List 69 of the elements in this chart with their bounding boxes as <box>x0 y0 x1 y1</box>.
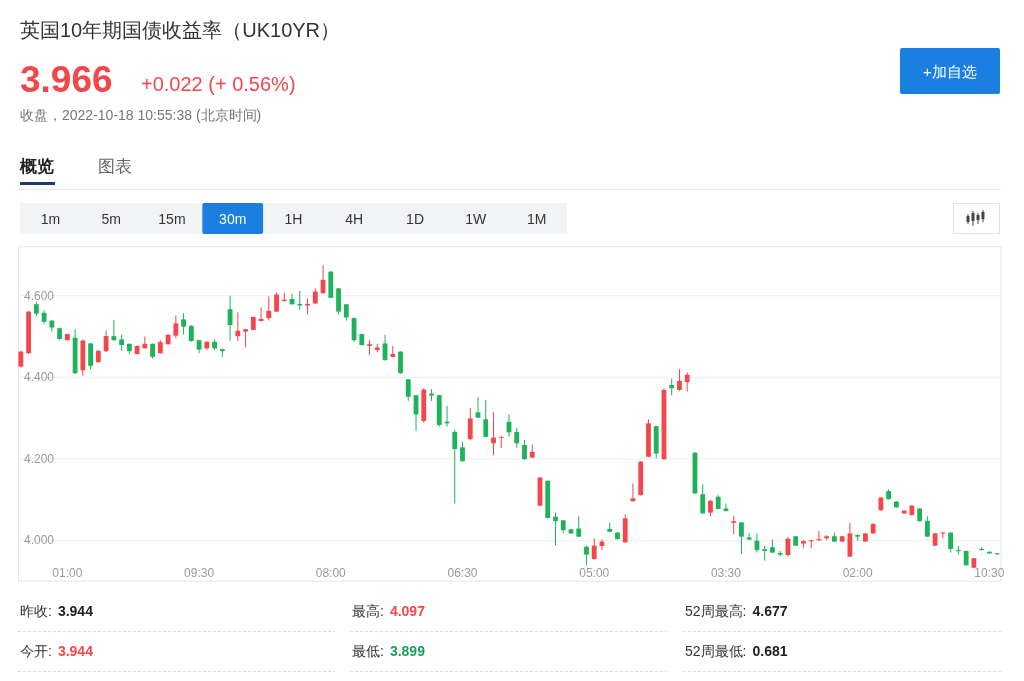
text: 5m <box>101 210 121 227</box>
text: 1m <box>40 210 61 227</box>
candlestick <box>700 483 706 515</box>
text: 今开: <box>20 643 52 659</box>
x-tick-label: 10:30 <box>974 566 1005 580</box>
text: +加自选 <box>923 62 977 80</box>
text: 15m <box>158 210 186 227</box>
candlestick <box>181 312 186 335</box>
text: 30m <box>219 210 247 227</box>
y-tick-label: 4.000 <box>24 533 55 548</box>
text: 0.681 <box>752 643 788 659</box>
candlestick <box>460 441 465 463</box>
text: 52周最低: <box>685 643 747 659</box>
text: 最高: <box>352 603 384 619</box>
text: 最低: <box>352 643 384 659</box>
candlestick <box>498 435 504 449</box>
y-tick-label: 4.200 <box>24 451 55 466</box>
x-tick-label: 03:30 <box>710 566 742 580</box>
text: 4.677 <box>752 603 788 619</box>
y-tick-label: 4.400 <box>24 370 55 385</box>
candlestick <box>398 350 403 375</box>
x-tick-label: 08:00 <box>315 566 347 580</box>
text: 3.944 <box>57 603 94 619</box>
candlestick <box>266 296 272 322</box>
candlestick <box>731 515 737 535</box>
candlestick <box>483 399 489 438</box>
text: 昨收: <box>20 603 52 619</box>
text: 1D <box>406 210 425 227</box>
candlestick <box>739 521 744 555</box>
candlestick <box>336 287 341 315</box>
x-tick-label: 06:30 <box>447 566 478 580</box>
x-tick-label: 05:00 <box>579 566 610 580</box>
x-tick-label: 02:00 <box>842 566 873 580</box>
candlestick <box>940 531 946 539</box>
text: 3.966 <box>20 59 113 100</box>
candlestick <box>677 368 682 392</box>
candlestick <box>49 319 55 333</box>
text: 收盘，2022-10-18 10:55:38 (北京时间) <box>20 107 262 123</box>
text: 4H <box>345 210 364 227</box>
text: +0.022 (+ 0.56%) <box>141 73 296 95</box>
candlestick <box>103 329 109 353</box>
candlestick <box>584 545 589 566</box>
text: 52周最高: <box>685 603 747 619</box>
candlestick <box>173 315 179 339</box>
candlestick <box>452 428 458 505</box>
x-tick-label: 01:00 <box>52 566 83 580</box>
chart-title: 英国10年期国债收益率（UK10YR） <box>20 19 341 41</box>
candlestick <box>491 411 496 456</box>
text: 图表 <box>98 157 132 176</box>
candlestick <box>514 427 520 449</box>
text: 3.899 <box>389 643 426 659</box>
candlestick <box>88 342 94 371</box>
candlestick <box>553 512 558 546</box>
y-tick-label: 4.600 <box>24 288 55 303</box>
x-tick-label: 09:30 <box>184 566 215 580</box>
candlestick <box>297 290 303 311</box>
candlestick <box>948 531 954 554</box>
candlestick <box>467 407 473 441</box>
text: 1M <box>526 210 547 227</box>
text: 1W <box>465 210 488 227</box>
text: 3.944 <box>57 643 94 659</box>
candlestick <box>684 371 690 393</box>
candlestick <box>235 311 241 342</box>
text: 1H <box>284 210 303 227</box>
candlestick <box>111 319 117 342</box>
text: 4.097 <box>389 603 426 619</box>
candlestick <box>994 552 1000 556</box>
candlestick <box>522 439 527 461</box>
text: 概览 <box>19 157 54 176</box>
